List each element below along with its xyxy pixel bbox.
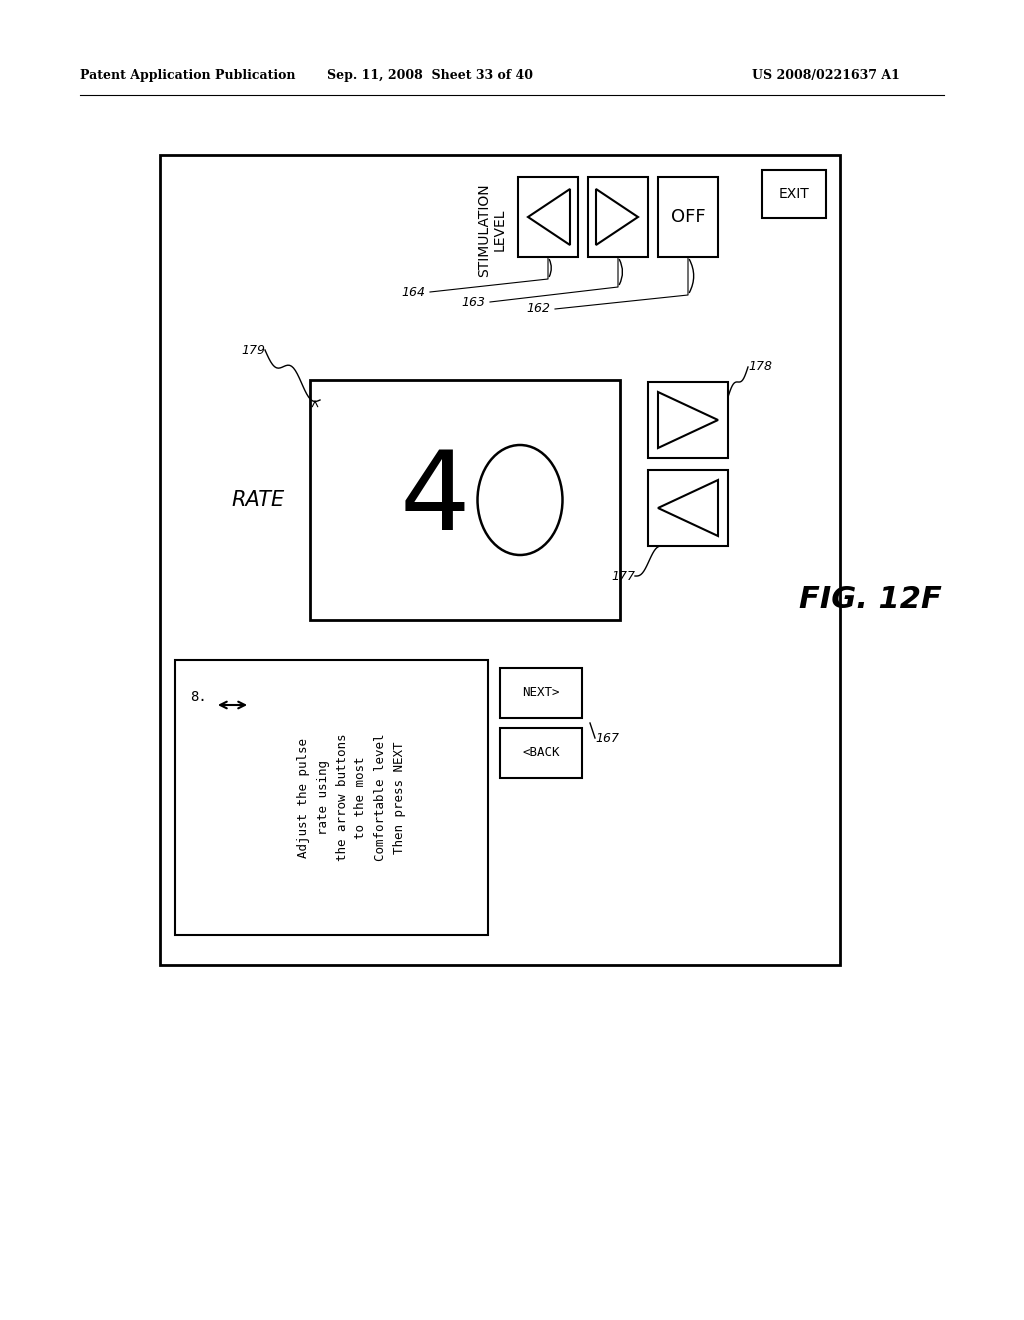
Bar xyxy=(762,170,826,218)
Text: 8.: 8. xyxy=(190,690,207,704)
Text: 4: 4 xyxy=(399,446,470,553)
Text: RATE: RATE xyxy=(231,490,285,510)
Text: 164: 164 xyxy=(401,285,425,298)
Ellipse shape xyxy=(477,445,562,554)
Bar xyxy=(658,177,718,257)
Text: Patent Application Publication: Patent Application Publication xyxy=(80,69,296,82)
Text: 178: 178 xyxy=(748,360,772,374)
Text: FIG. 12F: FIG. 12F xyxy=(799,586,941,615)
Text: OFF: OFF xyxy=(671,209,706,226)
Bar xyxy=(500,668,582,718)
Text: 162: 162 xyxy=(526,302,550,315)
Text: <BACK: <BACK xyxy=(522,747,560,759)
Bar xyxy=(310,380,620,620)
Text: EXIT: EXIT xyxy=(778,187,809,201)
Text: 167: 167 xyxy=(595,731,618,744)
Text: 179: 179 xyxy=(241,343,265,356)
Text: 163: 163 xyxy=(461,296,485,309)
Bar xyxy=(648,381,728,458)
Text: Adjust the pulse
rate using
the arrow buttons
to the most
Comfortable level
Then: Adjust the pulse rate using the arrow bu… xyxy=(298,734,406,861)
Text: STIMULATION
LEVEL: STIMULATION LEVEL xyxy=(477,183,507,277)
Text: US 2008/0221637 A1: US 2008/0221637 A1 xyxy=(752,69,900,82)
Text: NEXT>: NEXT> xyxy=(522,686,560,700)
Bar xyxy=(648,470,728,546)
Bar xyxy=(500,729,582,777)
Bar xyxy=(160,154,840,965)
Text: Sep. 11, 2008  Sheet 33 of 40: Sep. 11, 2008 Sheet 33 of 40 xyxy=(327,69,534,82)
Bar xyxy=(518,177,578,257)
Bar xyxy=(588,177,648,257)
Text: 177: 177 xyxy=(611,569,635,582)
Bar xyxy=(175,660,488,935)
